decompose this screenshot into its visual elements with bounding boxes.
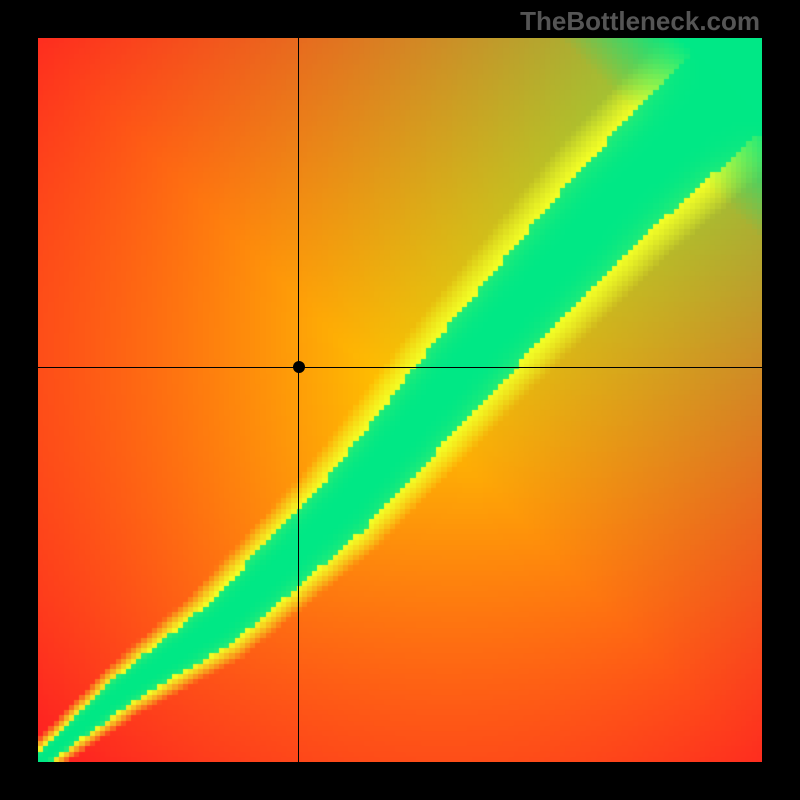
bottleneck-heatmap: [38, 38, 762, 762]
data-point-marker: [293, 361, 305, 373]
crosshair-horizontal: [38, 367, 762, 368]
crosshair-vertical: [298, 38, 299, 762]
watermark-text: TheBottleneck.com: [520, 6, 760, 37]
chart-container: { "canvas": { "outer_width": 800, "outer…: [0, 0, 800, 800]
